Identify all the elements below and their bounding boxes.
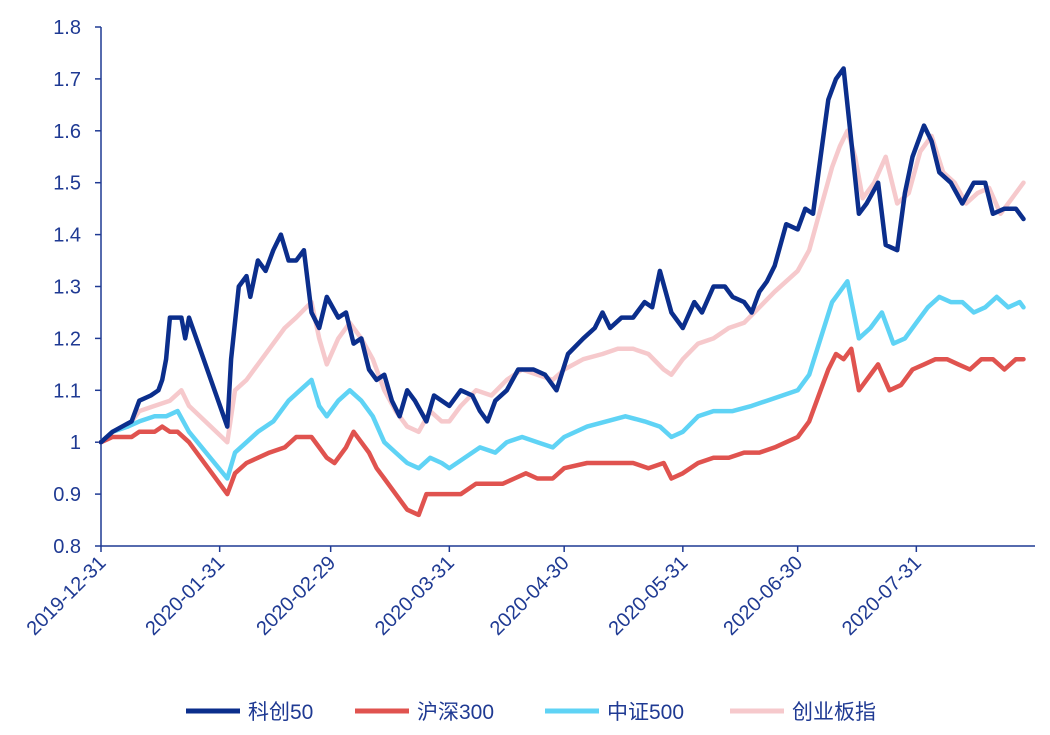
x-tick-label: 2020-02-29: [252, 552, 340, 640]
x-tick-label: 2020-01-31: [141, 552, 229, 640]
legend-label: 沪深300: [417, 701, 494, 724]
x-tick-label: 2019-12-31: [23, 552, 111, 640]
y-tick-label: 1.3: [53, 277, 81, 299]
legend: 科创50 沪深300 中证500 创业板指: [186, 701, 876, 724]
y-tick-label: 0.9: [53, 484, 81, 506]
series-line: [98, 279, 1026, 481]
x-tick-label: 2020-07-31: [838, 552, 926, 640]
y-tick-label: 1.2: [53, 328, 81, 350]
series-line: [98, 128, 1026, 445]
series-lines: [98, 66, 1026, 518]
legend-label: 创业板指: [792, 701, 876, 724]
x-tick-label: 2020-06-30: [719, 552, 807, 640]
axes-group: 0.8 0.9 1 1.1 1.2 1.3 1.4 1.5 1.6 1.7 1.8 2019-12-3…: [23, 17, 1035, 640]
y-tick-label: 1.6: [53, 121, 81, 143]
y-tick-label: 1.7: [53, 69, 81, 91]
series-line: [98, 66, 1026, 445]
y-tick-label: 0.8: [53, 536, 81, 558]
y-tick-label: 1.4: [53, 225, 81, 247]
y-tick-label: 1.1: [53, 380, 81, 402]
y-tick-label: 1.8: [53, 17, 81, 39]
y-tick-label: 1: [70, 432, 81, 454]
legend-label: 中证500: [607, 701, 684, 724]
series-line: [98, 346, 1026, 518]
x-tick-label: 2020-03-31: [371, 552, 459, 640]
x-tick-label: 2020-05-31: [604, 552, 692, 640]
y-tick-label: 1.5: [53, 173, 81, 195]
x-tick-label: 2020-04-30: [486, 552, 574, 640]
legend-label: 科创50: [248, 701, 313, 724]
